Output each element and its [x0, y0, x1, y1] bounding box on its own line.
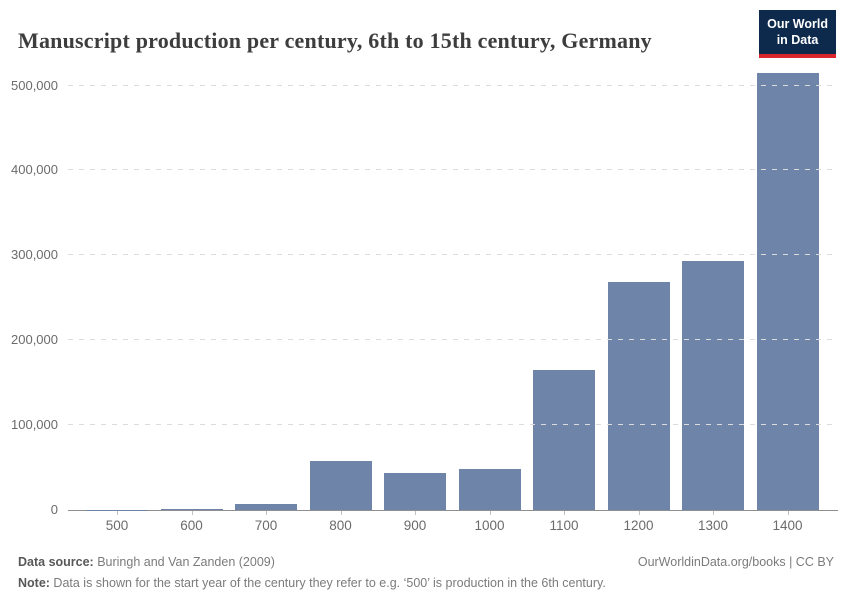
x-tick-label-500: 500: [105, 518, 129, 533]
note-text: Note: Data is shown for the start year o…: [18, 576, 606, 590]
gridline-400000: [68, 169, 835, 171]
data-source-value: Buringh and Van Zanden (2009): [93, 555, 275, 569]
x-tick-600: [191, 511, 193, 515]
x-axis-line: [68, 510, 838, 511]
bar-600[interactable]: [160, 508, 223, 510]
data-source-text: Data source: Buringh and Van Zanden (200…: [18, 555, 275, 569]
chart-footer: Data source: Buringh and Van Zanden (200…: [18, 555, 834, 590]
chart-plot-wrap: 0 100,000 200,000 300,000 400,000 500,000 500 6…: [0, 60, 850, 533]
x-tick-1300: [713, 511, 714, 515]
y-tick-label: 500,000: [11, 77, 58, 93]
bar-1200[interactable]: [607, 282, 670, 510]
x-tick-500: [117, 511, 118, 515]
note-label: Note:: [18, 576, 50, 590]
x-tick-1100: [564, 511, 565, 515]
bar-700[interactable]: [235, 504, 297, 510]
x-tick-800: [340, 511, 342, 515]
page-title: Manuscript production per century, 6th t…: [18, 27, 652, 53]
data-source-label: Data source:: [18, 555, 94, 569]
gridline-100000: [68, 424, 835, 426]
y-tick-label: 0: [50, 502, 58, 517]
x-tick-1000: [489, 511, 491, 515]
bar-1300[interactable]: [682, 261, 744, 510]
gridline-300000: [68, 254, 835, 256]
plot-area: [68, 60, 835, 510]
note-value: Data is shown for the start year of the …: [49, 576, 606, 590]
x-tick-1200: [638, 511, 640, 515]
x-tick-label-600: 600: [180, 518, 203, 533]
y-tick-label: 100,000: [11, 417, 58, 433]
owid-logo-line1: Our World: [767, 17, 828, 31]
x-tick-label-1200: 1200: [623, 518, 654, 533]
license-link[interactable]: OurWorldinData.org/books | CC BY: [637, 555, 834, 569]
x-tick-label-800: 800: [329, 518, 352, 533]
footer-source-row: Data source: Buringh and Van Zanden (200…: [18, 555, 834, 569]
y-tick-label: 400,000: [11, 162, 58, 178]
bar-1100[interactable]: [533, 369, 595, 510]
x-tick-label-1100: 1100: [549, 518, 579, 533]
bar-900[interactable]: [384, 473, 446, 510]
x-tick-900: [415, 511, 416, 515]
bar-1000[interactable]: [458, 468, 521, 510]
footer-note-row: Note: Data is shown for the start year o…: [18, 576, 834, 590]
x-tick-label-1400: 1400: [772, 518, 803, 533]
bar-800[interactable]: [309, 460, 372, 510]
owid-logo[interactable]: Our World in Data: [759, 10, 836, 58]
gridline-200000: [68, 339, 835, 341]
x-tick-label-900: 900: [403, 518, 427, 533]
owid-logo-line2: in Data: [776, 33, 819, 48]
y-tick-label: 200,000: [11, 332, 58, 348]
x-tick-label-1000: 1000: [474, 518, 505, 533]
y-tick-label: 300,000: [11, 247, 58, 263]
x-tick-700: [266, 511, 267, 515]
x-tick-label-1300: 1300: [697, 518, 729, 533]
bar-1400[interactable]: [756, 72, 819, 510]
x-tick-label-700: 700: [254, 518, 278, 533]
x-tick-1400: [787, 511, 789, 515]
gridline-500000: [68, 84, 835, 86]
